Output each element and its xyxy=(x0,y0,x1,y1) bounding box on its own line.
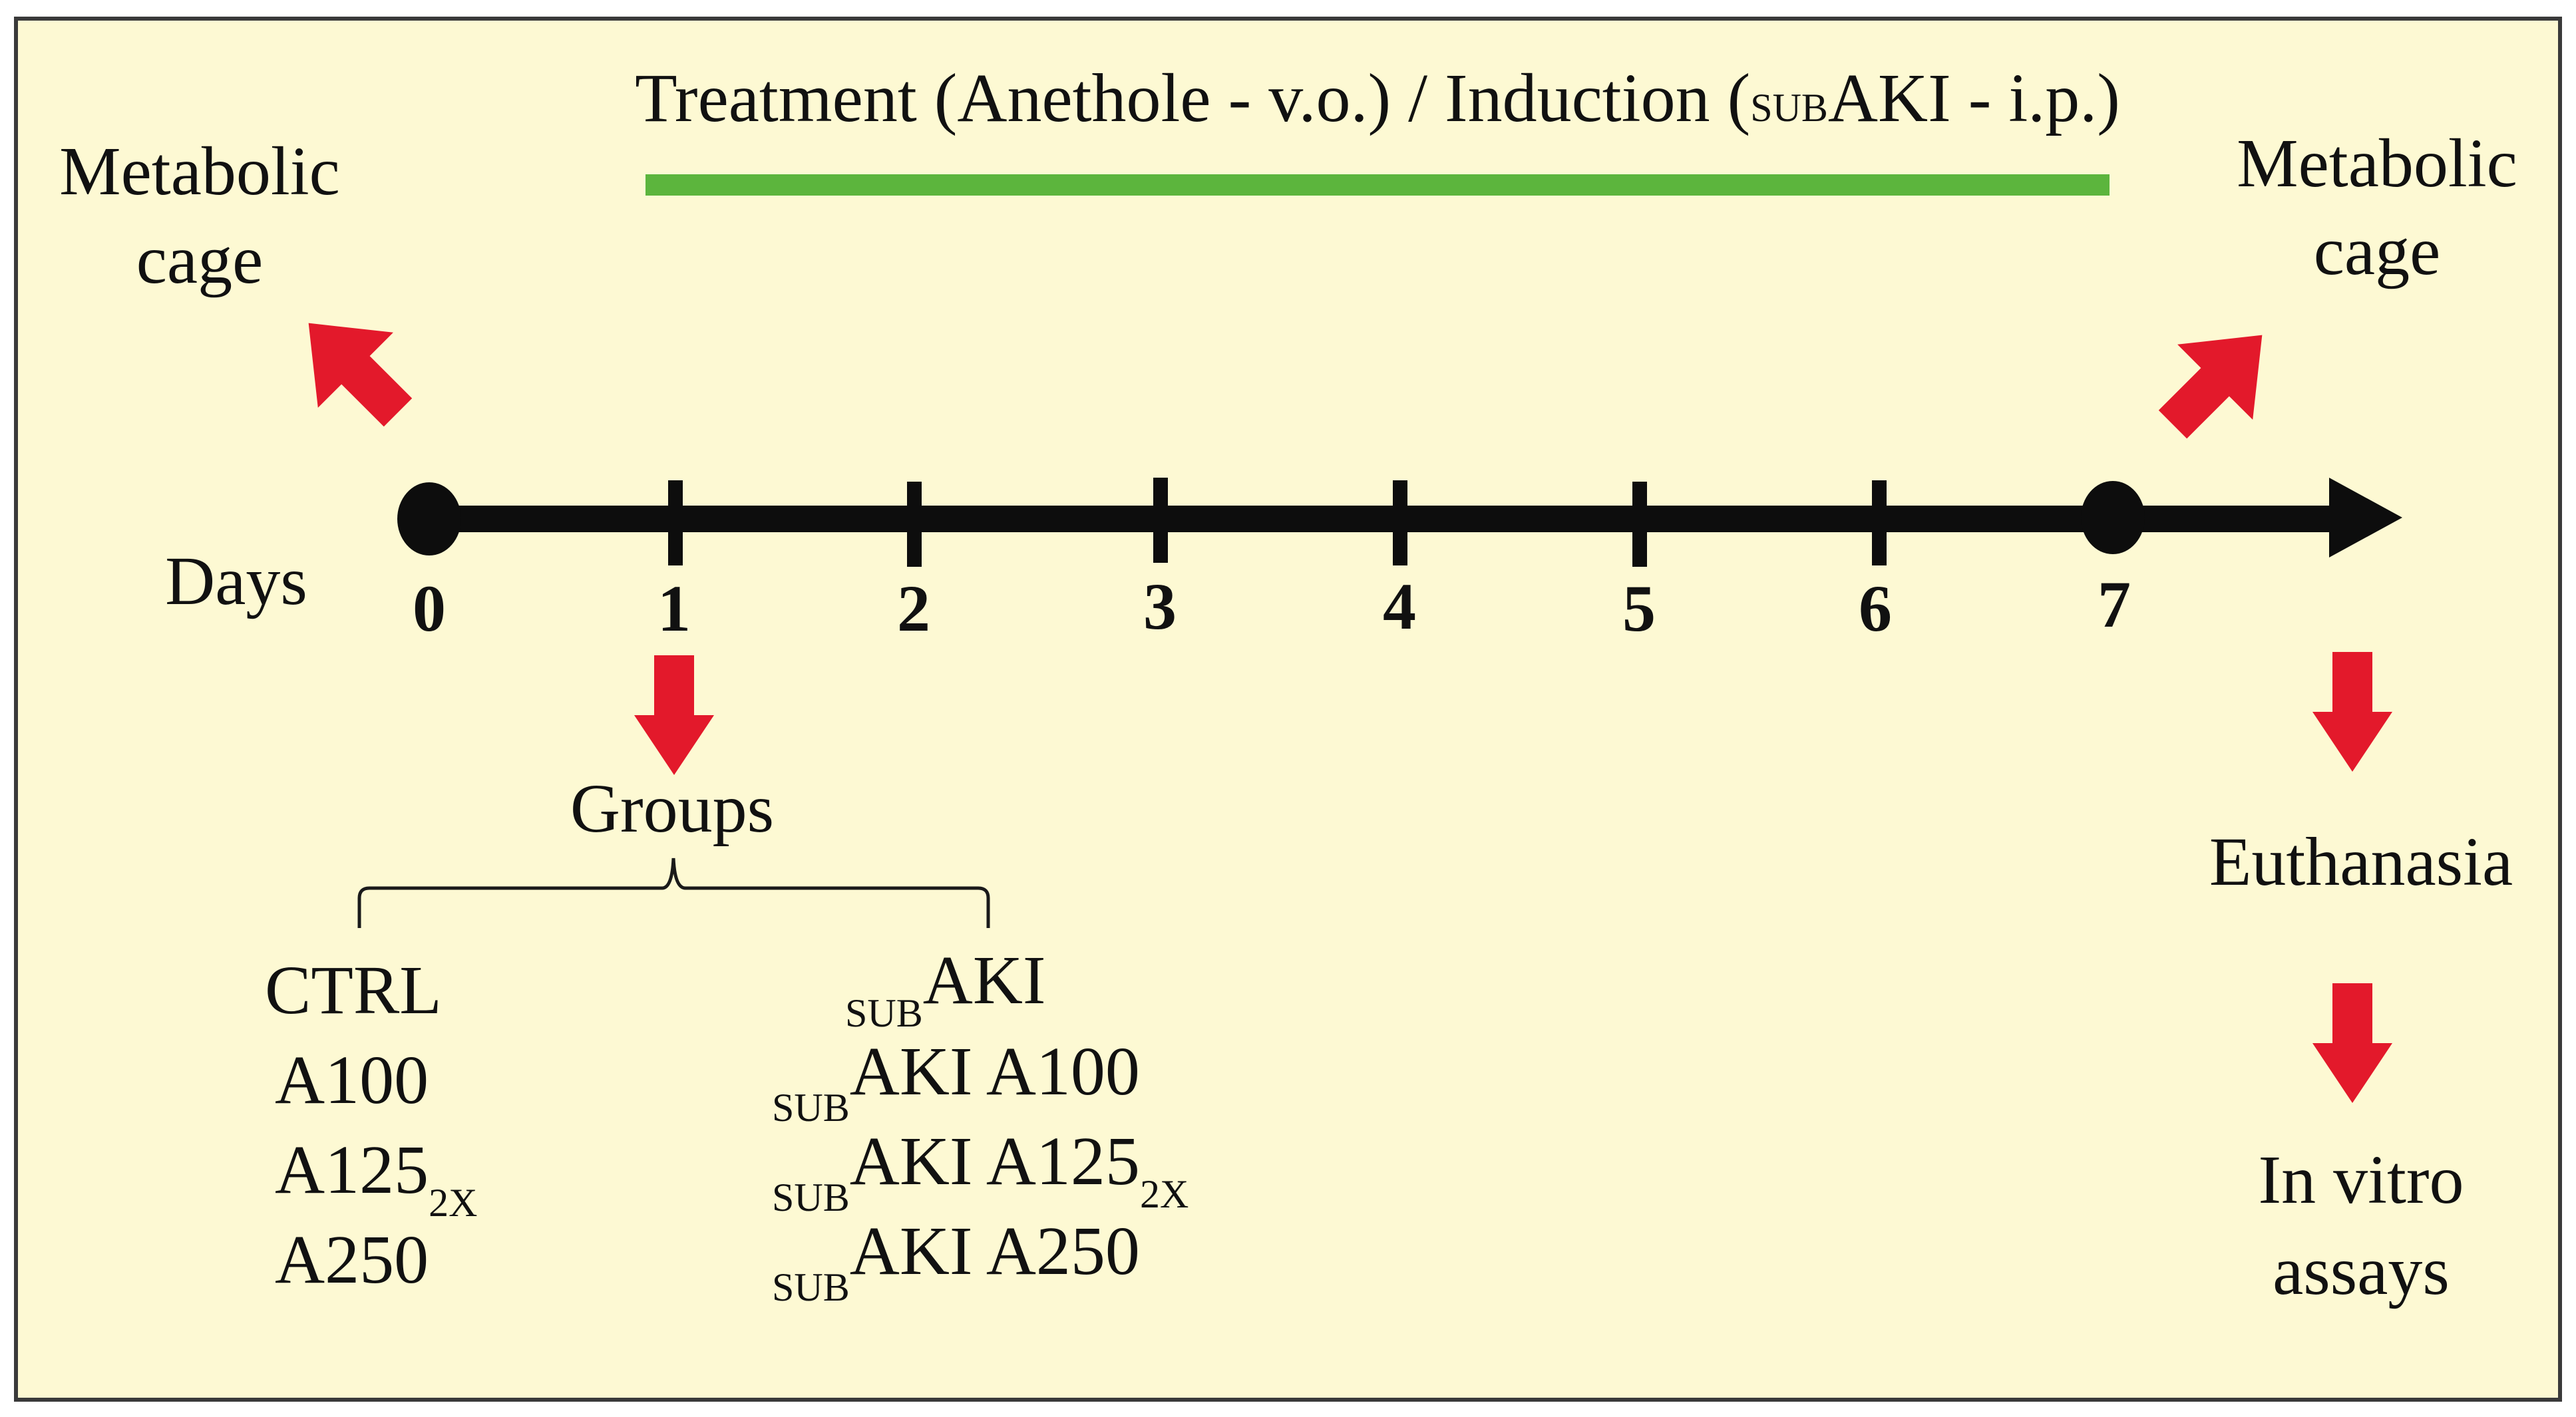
arrow-to-euthanasia-icon xyxy=(2312,652,2392,772)
timeline-arrowhead-icon xyxy=(2329,478,2402,557)
treatment-induction-title: Treatment (Anethole - v.o.) / Induction … xyxy=(635,60,2120,136)
metabolic-cage-right-label: Metabolic xyxy=(2237,125,2517,202)
group-sub-aki-a100: SUBAKI A100 xyxy=(772,1033,1140,1130)
euthanasia-label: Euthanasia xyxy=(2209,824,2513,900)
in-vitro-assays-label: In vitro xyxy=(2258,1142,2464,1218)
day-label-6: 6 xyxy=(1859,571,1892,645)
metabolic-cage-left-label: Metabolic xyxy=(59,133,340,210)
arrow-to-groups-icon xyxy=(634,655,714,775)
group-a100: A100 xyxy=(275,1042,429,1118)
day-label-5: 5 xyxy=(1622,571,1656,645)
day-2-tick xyxy=(907,482,922,567)
metabolic-cage-right-label-line2: cage xyxy=(2314,213,2440,289)
group-a250: A250 xyxy=(275,1221,429,1298)
group-sub-aki-a125: SUBAKI A1252X xyxy=(772,1123,1189,1219)
day-7-marker-dot xyxy=(2081,481,2145,554)
day-1-tick xyxy=(668,480,683,565)
group-ctrl: CTRL xyxy=(265,952,442,1028)
day-label-2: 2 xyxy=(897,571,930,645)
day-label-0: 0 xyxy=(413,571,446,645)
group-a125: A1252X xyxy=(275,1132,477,1225)
arrow-to-metabolic-cage-right-icon xyxy=(2158,335,2263,439)
day-label-3: 3 xyxy=(1143,569,1177,643)
metabolic-cage-left-label-line2: cage xyxy=(136,222,263,298)
day-0-marker-dot xyxy=(397,482,461,555)
day-4-tick xyxy=(1393,480,1407,565)
treatment-period-bar xyxy=(645,174,2110,196)
groups-title: Groups xyxy=(570,770,774,847)
day-6-tick xyxy=(1872,480,1887,565)
arrow-to-in-vitro-assays-icon xyxy=(2312,983,2392,1103)
group-sub-aki-a250: SUBAKI A250 xyxy=(772,1213,1140,1309)
diagram-background xyxy=(14,17,2562,1402)
day-label-7: 7 xyxy=(2098,567,2131,641)
group-sub-aki: SUBAKI xyxy=(845,942,1046,1035)
day-label-1: 1 xyxy=(657,571,691,645)
in-vitro-assays-label-line2: assays xyxy=(2273,1233,2450,1309)
groups-brace xyxy=(357,858,990,928)
arrow-to-metabolic-cage-left-icon xyxy=(308,323,413,427)
day-label-4: 4 xyxy=(1383,569,1416,643)
days-axis-label: Days xyxy=(165,543,307,619)
timeline-axis xyxy=(426,506,2356,532)
day-3-tick xyxy=(1153,478,1168,563)
day-5-tick xyxy=(1632,482,1647,567)
